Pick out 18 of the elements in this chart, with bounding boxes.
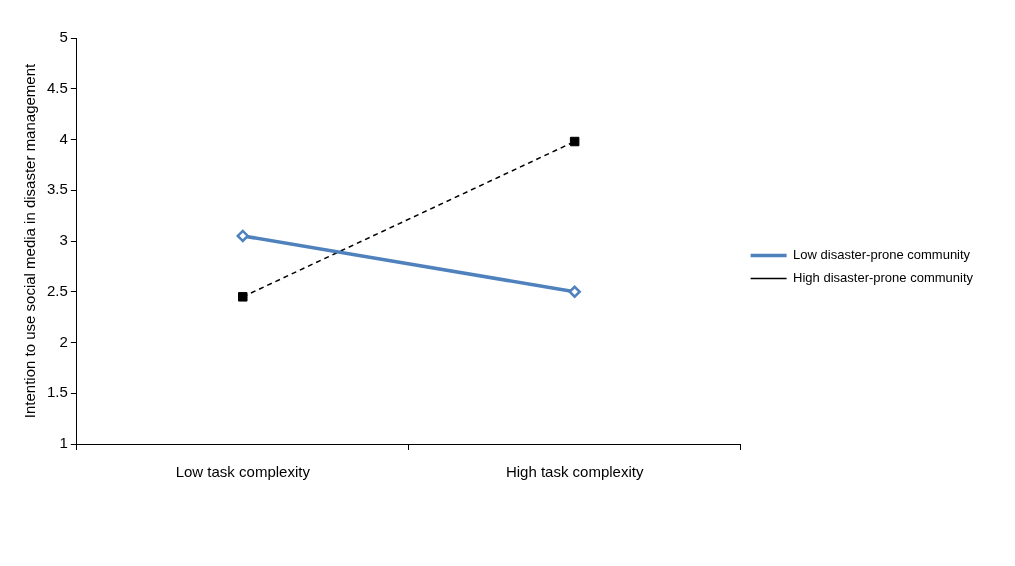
legend-label: High disaster-prone community (793, 270, 974, 286)
point (568, 285, 581, 298)
y-tick-label: 4 (59, 129, 68, 147)
y-tick-label: 3 (59, 231, 68, 249)
point (238, 292, 248, 302)
legend-label: Low disaster-prone community (793, 247, 971, 263)
y-tick-label: 2 (59, 332, 68, 350)
y-tick-label: 4.5 (46, 78, 68, 96)
x-tick-label: High task complexity (505, 463, 644, 481)
y-tick-label: 5 (59, 28, 68, 46)
y-tick-label: 2.5 (46, 281, 68, 299)
y-tick-label: 1.5 (46, 383, 68, 401)
point (569, 136, 580, 147)
x-tick-label: Low task complexity (175, 463, 311, 481)
y-tick-label: 3.5 (46, 180, 68, 198)
point (236, 229, 250, 243)
y-tick-label: 1 (59, 434, 68, 452)
y-axis-title: Intention to use social media in disaster management (21, 62, 39, 419)
